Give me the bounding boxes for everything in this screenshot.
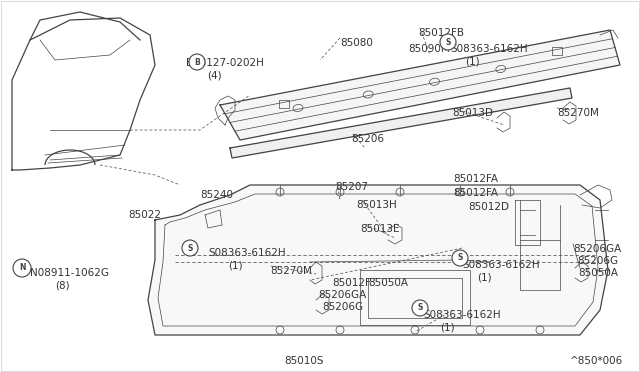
Text: 85013D: 85013D — [452, 108, 493, 118]
Polygon shape — [230, 88, 572, 158]
Circle shape — [13, 259, 31, 277]
Text: 85010S: 85010S — [284, 356, 323, 366]
Text: 85012FA: 85012FA — [453, 174, 498, 184]
Text: 85012FA: 85012FA — [453, 188, 498, 198]
Text: 85206G: 85206G — [322, 302, 363, 312]
Text: N08911-1062G: N08911-1062G — [30, 268, 109, 278]
Text: 85090M: 85090M — [408, 44, 450, 54]
Text: (1): (1) — [228, 260, 243, 270]
Text: 85012D: 85012D — [468, 202, 509, 212]
Text: 85080: 85080 — [340, 38, 373, 48]
Text: 85206GA: 85206GA — [573, 244, 621, 254]
Text: 85013E: 85013E — [360, 224, 399, 234]
Text: B: B — [194, 58, 200, 67]
Bar — [368, 278, 462, 318]
Text: 85050A: 85050A — [368, 278, 408, 288]
Text: S08363-6162H: S08363-6162H — [462, 260, 540, 270]
Text: ^850*006: ^850*006 — [570, 356, 623, 366]
Text: S: S — [188, 244, 193, 253]
Text: 85012F: 85012F — [332, 278, 371, 288]
Bar — [360, 270, 470, 325]
Text: 85206G: 85206G — [577, 256, 618, 266]
Text: S: S — [417, 304, 422, 312]
Circle shape — [189, 54, 205, 70]
Text: (1): (1) — [440, 322, 454, 332]
Text: 85206GA: 85206GA — [318, 290, 366, 300]
Text: S: S — [458, 253, 463, 263]
Polygon shape — [148, 185, 608, 335]
Text: 85206: 85206 — [351, 134, 384, 144]
Text: (4): (4) — [207, 70, 221, 80]
Text: (8): (8) — [55, 280, 70, 290]
Circle shape — [182, 240, 198, 256]
Text: 85270M: 85270M — [557, 108, 599, 118]
Polygon shape — [220, 30, 620, 140]
Circle shape — [412, 300, 428, 316]
Text: (1): (1) — [477, 272, 492, 282]
Text: 85240: 85240 — [200, 190, 233, 200]
Text: (1): (1) — [465, 56, 479, 66]
Text: B08127-0202H: B08127-0202H — [186, 58, 264, 68]
Circle shape — [452, 250, 468, 266]
Text: S08363-6162H: S08363-6162H — [423, 310, 500, 320]
Text: N: N — [19, 263, 25, 273]
Bar — [278, 100, 289, 108]
Bar — [552, 47, 561, 55]
Text: S08363-6162H: S08363-6162H — [208, 248, 285, 258]
Text: S: S — [445, 38, 451, 46]
Text: S08363-6162H: S08363-6162H — [450, 44, 527, 54]
Text: 85207: 85207 — [335, 182, 368, 192]
Text: 85013H: 85013H — [356, 200, 397, 210]
Text: 85050A: 85050A — [578, 268, 618, 278]
Text: 85022: 85022 — [128, 210, 161, 220]
Text: 85012FB: 85012FB — [418, 28, 464, 38]
Text: 85270M: 85270M — [270, 266, 312, 276]
Circle shape — [440, 34, 456, 50]
